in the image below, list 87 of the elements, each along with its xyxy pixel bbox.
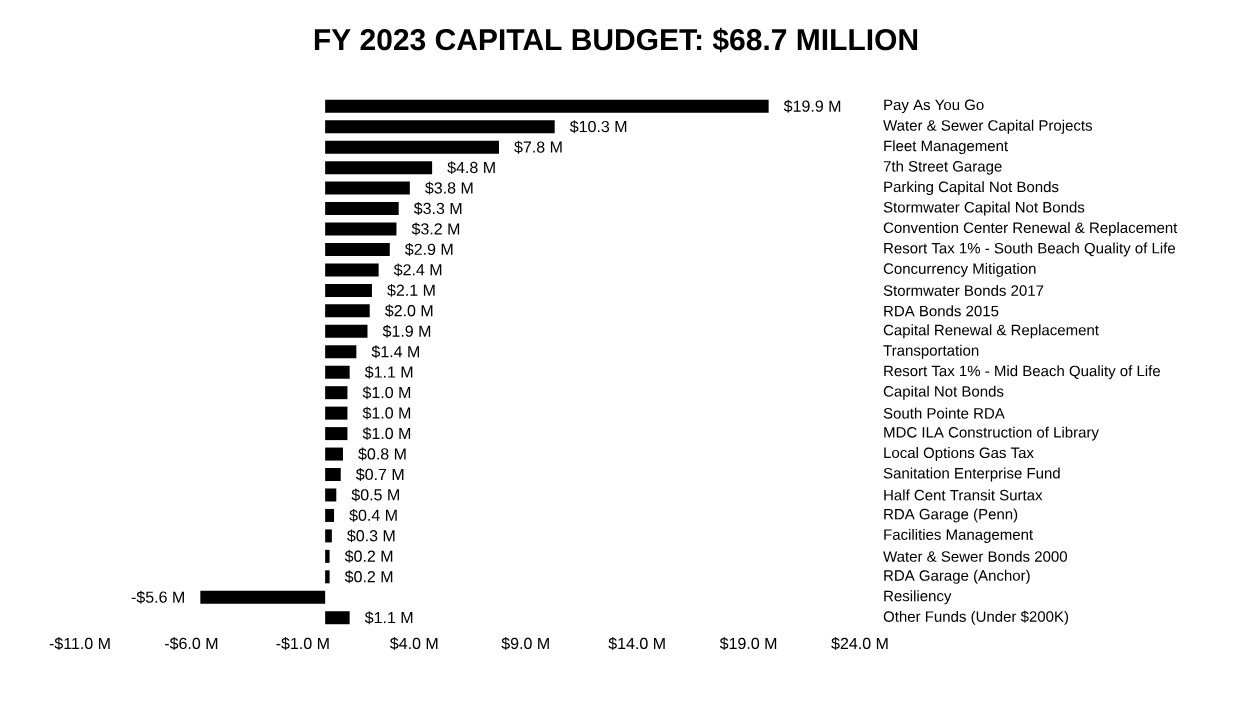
y-tick-label: Concurrency Mitigation bbox=[883, 262, 1036, 277]
bar bbox=[325, 304, 370, 318]
y-tick-label: Local Options Gas Tax bbox=[884, 447, 1034, 462]
y-tick-label: Stormwater Bonds 2017 bbox=[883, 284, 1044, 296]
y-tick-label: Facilities Management bbox=[884, 528, 1033, 543]
y-tick-label: Stormwater Capital Not Bonds bbox=[883, 201, 1085, 216]
x-tick-label: $14.0 M bbox=[608, 637, 665, 651]
bar bbox=[325, 242, 390, 256]
y-tick-label: Convention Center Renewal & Replacement bbox=[883, 222, 1178, 236]
y-tick-label: Pay As You Go bbox=[884, 99, 984, 114]
bar bbox=[325, 508, 335, 522]
y-tick-label: Capital Renewal & Replacement bbox=[883, 324, 1099, 339]
data-label: $1.1 M bbox=[364, 365, 413, 379]
bar bbox=[325, 611, 350, 625]
y-tick-label: RDA Garage (Penn) bbox=[884, 508, 1018, 523]
data-label: $4.8 M bbox=[447, 161, 495, 175]
data-label: $19.9 M bbox=[783, 99, 841, 113]
y-tick-label: MDC ILA Construction of Library bbox=[884, 426, 1099, 441]
data-label: $3.3 M bbox=[413, 202, 462, 216]
bar bbox=[325, 99, 769, 113]
data-label: $7.8 M bbox=[514, 140, 562, 154]
y-tick-label: Sanitation Enterprise Fund bbox=[883, 467, 1060, 482]
bar bbox=[325, 324, 368, 338]
data-label: $2.0 M bbox=[384, 304, 433, 318]
x-tick-label: $19.0 M bbox=[719, 637, 777, 651]
data-label: $0.5 M bbox=[351, 488, 399, 502]
data-label: $1.0 M bbox=[362, 406, 411, 420]
bar bbox=[325, 120, 555, 134]
bar bbox=[325, 468, 341, 482]
x-tick-label: $9.0 M bbox=[501, 637, 549, 651]
x-tick-label: -$11.0 M bbox=[49, 637, 110, 651]
y-tick-label: RDA Bonds 2015 bbox=[884, 305, 999, 317]
y-tick-label: Half Cent Transit Surtax bbox=[884, 489, 1043, 501]
chart-title: FY 2023 CAPITAL BUDGET: $68.7 MILLION bbox=[314, 27, 918, 53]
y-tick-label: Capital Not Bonds bbox=[883, 385, 1004, 400]
data-label: $2.9 M bbox=[405, 242, 453, 256]
y-tick-label: Water & Sewer Bonds 2000 bbox=[883, 550, 1067, 562]
bar bbox=[325, 386, 348, 400]
data-label: $0.8 M bbox=[358, 447, 406, 461]
data-label: $1.0 M bbox=[362, 427, 411, 441]
y-tick-label: South Pointe RDA bbox=[883, 407, 1005, 419]
bar bbox=[325, 345, 357, 359]
data-label: $1.4 M bbox=[371, 345, 419, 359]
bar bbox=[325, 365, 350, 379]
y-tick-label: Transportation bbox=[883, 344, 979, 359]
bar bbox=[325, 140, 499, 154]
y-tick-label: RDA Garage (Anchor) bbox=[884, 569, 1030, 584]
bar bbox=[325, 263, 379, 277]
data-label: $1.1 M bbox=[364, 611, 413, 625]
bar bbox=[325, 181, 410, 195]
bar bbox=[325, 161, 433, 175]
bar bbox=[325, 202, 399, 216]
bar bbox=[325, 570, 330, 584]
data-label: $2.4 M bbox=[393, 263, 442, 277]
data-label: $0.3 M bbox=[347, 529, 395, 543]
data-label: $2.1 M bbox=[387, 283, 435, 297]
data-label: $3.2 M bbox=[411, 222, 460, 236]
bar bbox=[325, 447, 343, 461]
data-label: $10.3 M bbox=[569, 120, 627, 134]
data-label: $1.0 M bbox=[362, 386, 411, 400]
bar bbox=[325, 529, 332, 543]
y-tick-label: Resiliency bbox=[884, 590, 952, 605]
data-label: $0.2 M bbox=[344, 570, 393, 584]
x-tick-label: $24.0 M bbox=[831, 637, 888, 651]
bar bbox=[325, 283, 372, 297]
bar bbox=[325, 222, 397, 236]
data-label: $0.2 M bbox=[344, 549, 393, 563]
x-tick-label: $4.0 M bbox=[389, 637, 438, 651]
data-label: -$5.6 M bbox=[131, 590, 184, 604]
y-tick-label: Water & Sewer Capital Projects bbox=[883, 119, 1093, 134]
bar bbox=[200, 590, 326, 604]
data-label: $1.9 M bbox=[382, 324, 431, 338]
bar bbox=[325, 488, 337, 502]
y-tick-label: 7th Street Garage bbox=[883, 160, 1002, 175]
data-label: $3.8 M bbox=[425, 181, 473, 195]
x-tick-label: -$1.0 M bbox=[276, 637, 329, 651]
bar bbox=[325, 549, 330, 563]
bar bbox=[325, 427, 348, 441]
y-tick-label: Resort Tax 1% - Mid Beach Quality of Life bbox=[884, 365, 1160, 380]
y-tick-label: Parking Capital Not Bonds bbox=[884, 181, 1059, 196]
bar bbox=[325, 406, 348, 420]
y-tick-label: Resort Tax 1% - South Beach Quality of Life bbox=[884, 242, 1176, 257]
y-tick-label: Fleet Management bbox=[884, 140, 1008, 155]
y-tick-label: Other Funds (Under $200K) bbox=[883, 610, 1069, 625]
data-label: $0.7 M bbox=[355, 468, 404, 481]
data-label: $0.4 M bbox=[349, 508, 397, 522]
x-tick-label: -$6.0 M bbox=[165, 637, 218, 651]
